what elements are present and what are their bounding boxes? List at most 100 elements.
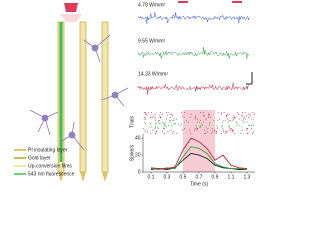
raster-dot [150,116,151,118]
light-source [64,3,78,12]
raster-dot [214,131,216,133]
raster-dot [223,112,225,114]
raster-dot [238,124,240,126]
raster-dot [194,129,195,131]
raster-dot [230,129,231,131]
raster-dot [159,123,160,125]
raster-dot [199,121,200,123]
raster-dot [251,124,252,126]
raster-dot [244,116,246,118]
raster-dot [170,113,172,115]
raster-dot [217,128,219,130]
raster-dot [227,118,228,120]
raster-dot [143,118,145,120]
raster-dot [209,124,210,126]
legend-label: Up-conversion films [28,163,72,169]
raster-dot [253,131,254,133]
probe-tip [102,172,108,182]
raster-dot [159,116,161,118]
raster-dot [200,126,202,128]
raster-dot [249,124,250,126]
raster-dot [229,129,231,131]
raster-dot [207,128,209,130]
raster-dot [204,115,205,117]
raster-dot [164,128,165,130]
raster-dot [203,132,205,134]
raster-dot [165,124,167,126]
raster-dot [208,115,209,117]
stim-marker [232,1,242,3]
raster-dot [184,128,185,130]
raster-dot [145,112,146,114]
raster-dot [197,121,198,123]
raster-label: Trials [129,115,135,128]
raster-dot [176,132,178,134]
raster-dot [231,129,233,131]
raster-dot [252,132,253,134]
raster-dot [151,112,152,114]
raster-dot [226,131,227,133]
raster-dot [154,113,156,115]
raster-dot [153,115,154,117]
raster-dot [173,120,175,122]
raster-dot [208,113,209,115]
trace-label: 4.78 W/mm² [138,2,166,8]
raster-dot [147,131,148,133]
series-line [150,146,248,170]
raster-dot [154,118,156,120]
raster-dot [210,116,211,118]
raster-dot [232,131,233,133]
raster-dot [209,121,211,123]
x-tick-label: 0.3 [164,174,171,180]
raster-dot [238,113,239,115]
raster-dot [189,129,190,131]
raster-dot [160,116,161,118]
raster-dot [234,116,235,118]
raster-dot [144,112,145,114]
raster-dot [155,131,157,133]
raster-dot [176,118,177,120]
raster-dot [166,118,167,120]
y-tick-label: 40 [135,136,141,142]
raster-dot [178,123,179,125]
raster-dot [228,124,230,126]
raster-dot [156,131,157,133]
raster-dot [247,113,249,115]
raster-dot [146,113,147,115]
fluorescence-bar [59,22,63,162]
x-tick-label: 0.7 [196,174,203,180]
raster-dot [173,123,175,125]
raster-dot [219,118,220,120]
raster-dot [155,120,156,122]
raster-dot [148,126,150,128]
raster-dot [197,118,198,120]
raster-dot [242,112,243,114]
raster-dot [184,112,185,114]
raster-dot [156,123,157,125]
raster-dot [152,129,153,131]
raster-dot [253,124,254,126]
raster-dot [231,128,232,130]
raster-dot [254,113,255,115]
x-tick-label: 1.1 [228,174,235,180]
raster-dot [243,118,244,120]
raster-dot [246,115,247,117]
raster-dot [149,123,151,125]
raster-dot [184,121,185,123]
raster-dot [250,118,252,120]
raster-dot [166,126,167,128]
raster-dot [173,118,175,120]
raster-dot [164,123,165,125]
stim-window [183,110,215,172]
raster-dot [238,118,240,120]
raster-dot [229,128,231,130]
x-tick-label: 0.9 [212,174,219,180]
raster-dot [246,132,248,134]
raster-dot [188,121,189,123]
raster-dot [196,129,198,131]
raster-dot [162,113,163,115]
raster-dot [233,129,234,131]
raster-dot [200,112,201,114]
y-axis-label: Spike/s [129,144,135,161]
raster-dot [232,129,234,131]
